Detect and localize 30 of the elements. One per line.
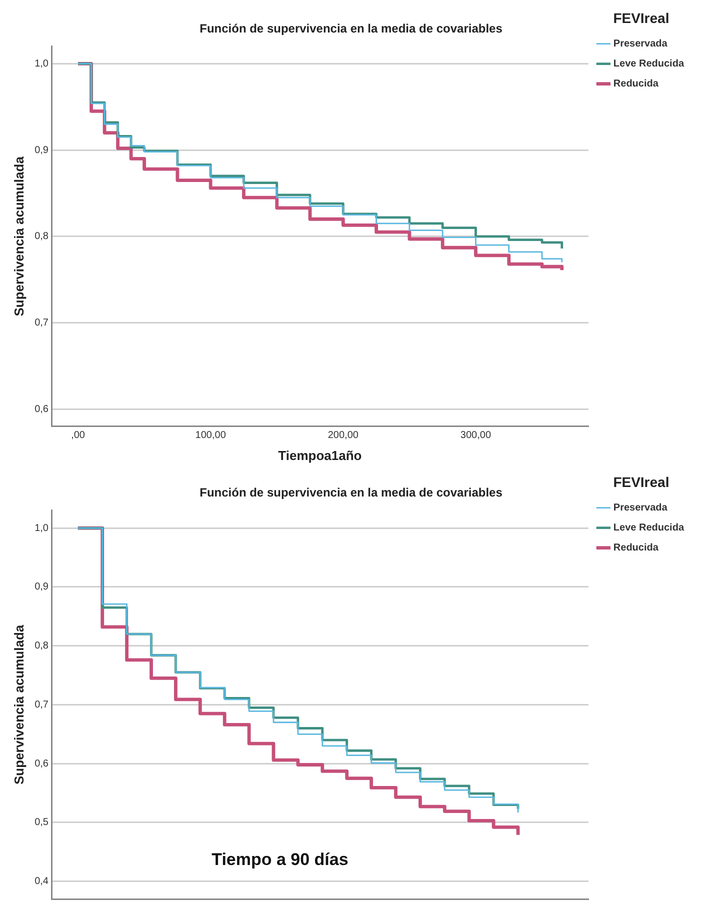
legend-label: Leve Reducida: [613, 58, 684, 70]
annotation: Tiempo a 90 días: [212, 850, 348, 870]
y-tick-label: 1,0: [34, 58, 49, 70]
y-tick-label: 0,8: [34, 640, 49, 652]
x-axis-title: Tiempoa1año: [278, 448, 362, 463]
y-tick-label: 0,4: [34, 876, 49, 888]
legend-title: FEVIreal: [613, 10, 670, 26]
x-tick-label: ,00: [71, 430, 86, 442]
x-tick-label: 300,00: [460, 430, 492, 442]
legend-label: Leve Reducida: [613, 522, 684, 534]
chart-title: Función de supervivencia en la media de covariables: [200, 22, 503, 36]
y-tick-label: 0,9: [34, 582, 49, 593]
y-tick-label: 0,6: [34, 404, 49, 415]
legend-label: Preservada: [613, 38, 668, 50]
y-tick-label: 0,7: [34, 318, 49, 329]
legend-label: Preservada: [613, 502, 668, 514]
y-axis-title: Supervivencia acumulada: [11, 156, 26, 316]
y-tick-label: 0,5: [34, 817, 49, 828]
x-tick-label: 200,00: [328, 430, 359, 442]
legend-label: Reducida: [613, 542, 659, 554]
legend-title: FEVIreal: [613, 474, 670, 490]
y-tick-label: 0,8: [34, 231, 49, 242]
chart-title: Función de supervivencia en la media de covariables: [200, 486, 503, 500]
y-tick-label: 0,7: [34, 699, 49, 710]
y-tick-label: 1,0: [34, 522, 49, 534]
x-tick-label: 100,00: [195, 430, 226, 442]
y-tick-label: 0,6: [34, 758, 49, 770]
y-tick-label: 0,9: [34, 144, 49, 156]
legend-label: Reducida: [613, 78, 659, 90]
y-axis-title: Supervivencia acumulada: [11, 624, 26, 785]
